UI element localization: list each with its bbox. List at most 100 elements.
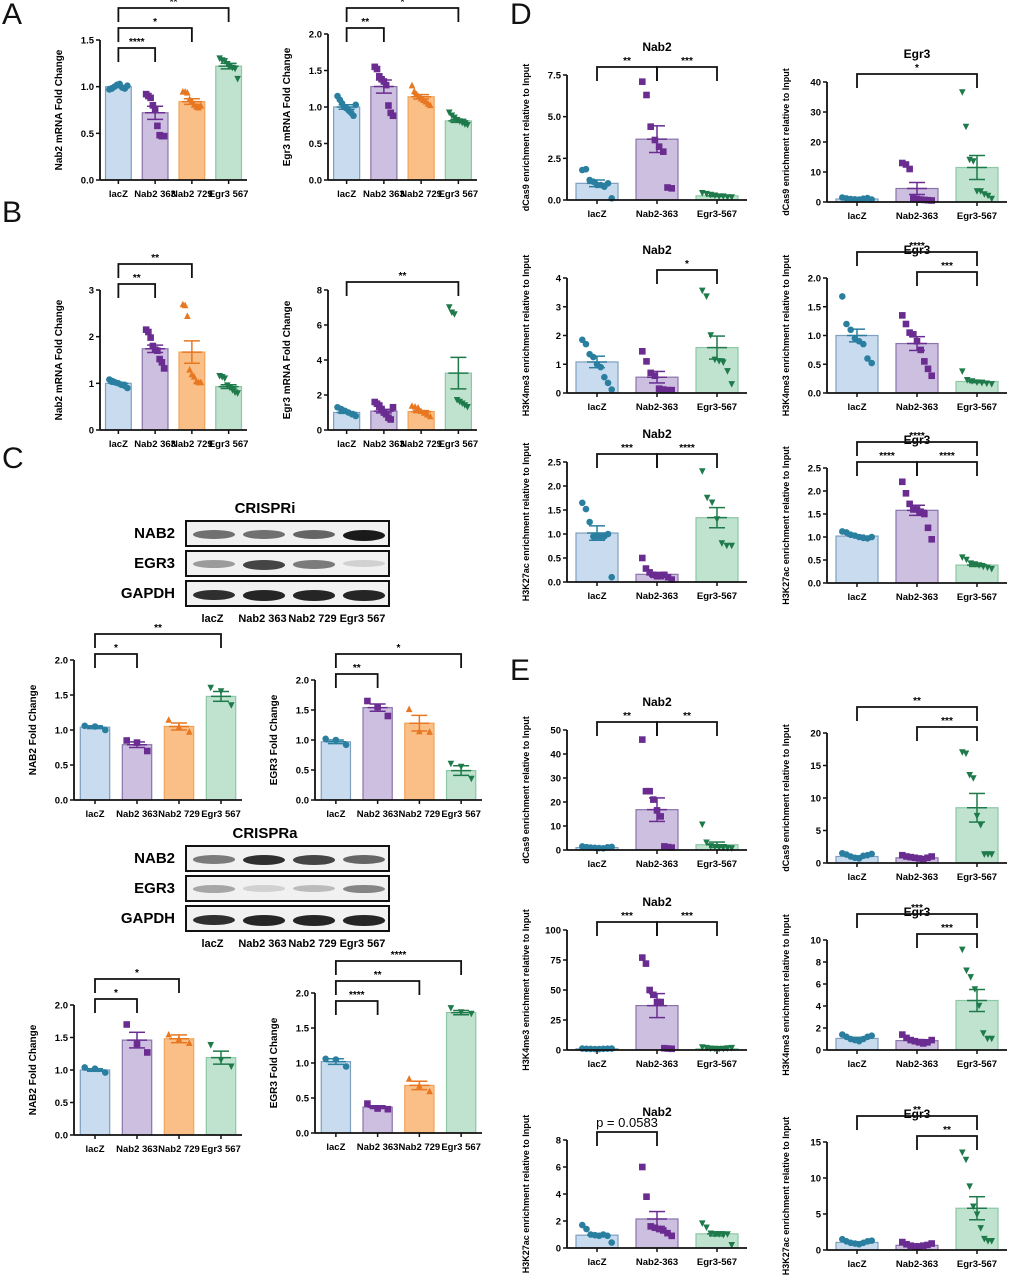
data-point: [382, 410, 390, 418]
y-tick-label: 0: [816, 859, 821, 870]
significance-label: ***: [941, 261, 953, 272]
y-axis-label: NAB2 Fold Change: [28, 684, 39, 775]
y-tick-label: 2.0: [296, 989, 309, 1000]
data-point: [703, 839, 710, 847]
significance-label: **: [913, 696, 921, 707]
error-bar: [647, 125, 667, 154]
data-point: [389, 112, 397, 120]
data-point: [724, 1045, 731, 1052]
y-tick-label: 1.5: [81, 36, 95, 47]
data-point: [445, 304, 453, 311]
chart-c2: EGR3 Fold Change 0.0 0.5 1.0 1.5 2.0 lacZ Nab2 …: [269, 643, 482, 820]
data-point: [839, 293, 846, 300]
blot-band: [193, 590, 235, 601]
data-point: [699, 821, 706, 829]
data-point: [668, 1045, 675, 1053]
significance-label: ***: [941, 716, 953, 727]
data-point: [988, 1238, 995, 1245]
x-tick-label: Nab2-363: [896, 872, 938, 883]
error-bar: [211, 690, 231, 703]
x-tick-label: lacZ: [847, 1059, 866, 1070]
data-point: [604, 180, 612, 187]
blot-row-label: GAPDH: [120, 585, 175, 602]
y-tick-label: 1.5: [548, 506, 562, 517]
data-point: [458, 400, 466, 408]
data-point: [720, 359, 727, 367]
y-tick-label: 2.0: [296, 676, 309, 687]
data-point: [910, 331, 917, 338]
data-point: [601, 373, 608, 381]
significance-label: ****: [909, 241, 925, 252]
error-bar: [169, 722, 189, 731]
data-point: [728, 542, 735, 550]
chart-d3: Nab2 H3K4me3 enrichment relative to Input…: [521, 243, 747, 416]
data-point: [376, 402, 383, 409]
data-point: [461, 402, 469, 409]
error-bar: [451, 1009, 472, 1016]
data-point: [655, 1225, 663, 1233]
chart-title: Egr3: [904, 433, 931, 447]
blot-row-egr3: [185, 550, 390, 577]
error-bar: [907, 1038, 927, 1043]
y-axis-label: Nab2 mRNA Fold Change: [54, 299, 65, 420]
error-bar: [647, 370, 667, 384]
y-tick-label: 0: [816, 1046, 821, 1057]
data-point: [456, 398, 463, 406]
y-axis-label: EGR3 Fold Change: [269, 1017, 280, 1108]
data-point: [962, 123, 970, 131]
y-axis-label: H3K27ac enrichment relative to Input: [521, 1115, 531, 1274]
data-point: [426, 101, 434, 109]
data-point: [426, 728, 433, 735]
y-axis-label: dCas9 enrichment relative to Input: [521, 716, 531, 864]
significance-label: *: [153, 17, 157, 28]
data-point: [185, 728, 193, 735]
x-tick-label: Egr3-567: [957, 402, 997, 413]
x-tick-label: Egr3 567: [441, 809, 481, 820]
x-tick-label: lacZ: [326, 809, 345, 820]
significance-label: ****: [349, 990, 365, 1001]
chart-title: Nab2: [642, 695, 672, 709]
significance-bracket: ****: [856, 451, 918, 476]
bar-lacz: [332, 106, 361, 181]
chart-d4: Egr3 H3K4me3 enrichment relative to Input…: [781, 241, 1007, 416]
data-point: [924, 365, 932, 373]
error-bar: [218, 62, 239, 70]
y-tick-label: 3: [556, 302, 561, 313]
data-point: [143, 747, 151, 755]
x-tick-label: Nab2 729: [400, 439, 442, 450]
data-point: [910, 506, 917, 513]
blot-row-label: EGR3: [134, 555, 175, 572]
blot-band: [343, 915, 385, 926]
significance-bracket: *: [94, 988, 138, 1013]
data-point: [426, 412, 434, 420]
data-point: [899, 851, 906, 859]
data-point: [373, 65, 381, 73]
data-point: [864, 355, 871, 362]
data-point: [364, 1100, 371, 1107]
x-tick-label: Nab2-363: [896, 592, 938, 603]
x-tick-label: Egr3-567: [697, 1059, 737, 1070]
data-point: [608, 1239, 615, 1246]
y-tick-label: 75: [550, 956, 561, 967]
data-point: [703, 293, 710, 300]
data-point: [405, 1075, 413, 1082]
y-tick-label: 2: [89, 332, 94, 343]
x-tick-label: Egr3 567: [201, 809, 241, 820]
y-tick-label: 1.0: [81, 82, 94, 93]
x-tick-label: Nab2 363: [363, 189, 405, 200]
data-point: [899, 1238, 906, 1246]
x-tick-label: Nab2-363: [896, 402, 938, 413]
data-point: [959, 89, 966, 96]
x-tick-label: lacZ: [587, 1257, 606, 1268]
blot-band: [193, 560, 235, 568]
data-point: [903, 853, 910, 860]
data-point: [639, 736, 646, 743]
chart-b2: Egr3 mRNA Fold Change 0 2 4 6 8 lacZ Nab2 363Na…: [282, 271, 478, 450]
x-tick-label: Nab2-363: [636, 1059, 678, 1070]
data-point: [149, 342, 157, 350]
data-point: [426, 1087, 433, 1095]
y-tick-label: 1.5: [296, 706, 310, 717]
data-point: [154, 347, 161, 354]
chart-e6: Egr3 H3K27ac enrichment relative to Input…: [781, 1105, 1007, 1275]
x-tick-label: Egr3-567: [697, 402, 737, 413]
